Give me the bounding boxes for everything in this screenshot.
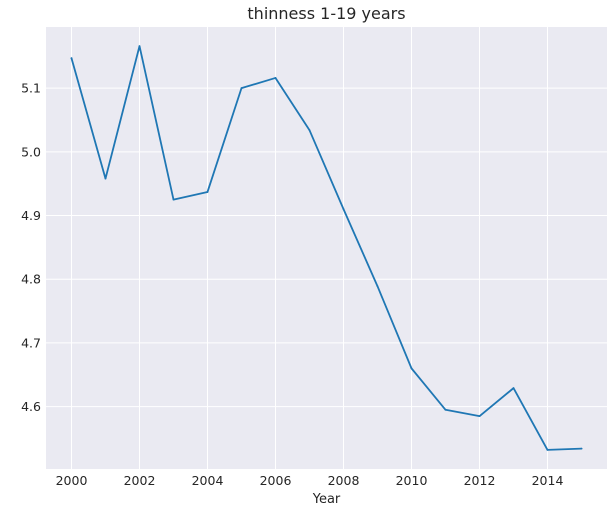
x-tick-label: 2012 [464,473,496,488]
x-tick-label: 2010 [396,473,428,488]
series-line [70,45,583,451]
data-point [138,45,141,48]
data-point [206,191,209,193]
grid-lines [46,27,607,469]
series-group [70,45,583,451]
data-point [376,285,379,288]
y-tick-label: 4.6 [21,399,41,414]
x-tick-label: 2014 [532,473,564,488]
data-point [240,87,243,90]
data-point [342,208,345,211]
data-point [308,129,311,132]
data-point [580,447,583,450]
x-tick-label: 2002 [124,473,156,488]
y-tick-label: 4.8 [21,272,41,287]
chart-title: thinness 1-19 years [247,4,405,23]
data-point [546,448,549,451]
y-tick-labels: 4.6 4.7 4.8 4.9 5.0 5.1 [21,81,41,414]
y-tick-label: 5.1 [21,81,41,96]
data-point [444,408,447,411]
y-tick-label: 4.7 [21,335,41,350]
y-tick-label: 4.9 [21,208,41,223]
data-point [70,57,73,60]
x-axis-label: Year [312,492,341,506]
data-point [274,77,277,79]
data-point [410,367,413,370]
data-point [104,177,107,180]
y-tick-label: 5.0 [21,144,41,159]
data-point [172,198,175,201]
x-tick-label: 2008 [328,473,360,488]
x-tick-label: 2004 [192,473,224,488]
x-tick-label: 2000 [56,473,88,488]
data-point [478,415,481,418]
x-tick-labels: 2000 2002 2004 2006 2008 2010 2012 2014 [56,473,564,488]
plot-area [46,27,607,469]
x-tick-label: 2006 [260,473,292,488]
data-point [512,387,515,390]
